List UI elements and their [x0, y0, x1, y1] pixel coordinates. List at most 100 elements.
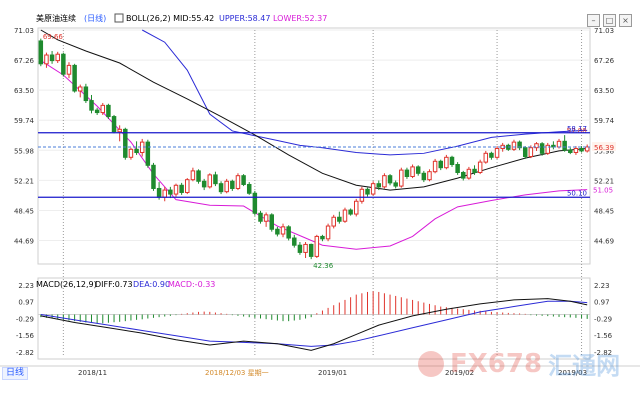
candle-body — [584, 146, 590, 152]
candle-body — [399, 169, 404, 187]
boll-mid-line — [40, 29, 588, 191]
candle-body — [415, 166, 421, 174]
candle-body — [213, 174, 218, 185]
candle — [230, 179, 235, 191]
candle-body — [235, 175, 241, 189]
legend-checkbox[interactable] — [114, 13, 124, 23]
candle-body — [573, 148, 579, 154]
candle — [342, 207, 348, 223]
candle — [263, 212, 269, 227]
candle — [252, 190, 258, 216]
candle-body — [252, 192, 258, 214]
candle — [286, 225, 291, 241]
candle-body — [117, 128, 122, 133]
candle-body — [128, 148, 134, 158]
price-annotation: 57.88 — [567, 127, 587, 135]
candle-body — [466, 168, 472, 179]
watermark-cn: 汇通网 — [548, 352, 621, 380]
candle — [331, 214, 336, 229]
macd-tick-label-left: -1.56 — [16, 332, 35, 340]
lower-band-end-label: 51.05 — [593, 187, 613, 195]
candle-body — [461, 171, 466, 179]
candle-body — [275, 228, 280, 235]
period-tab[interactable]: 日线 — [2, 367, 29, 380]
candle-body — [89, 100, 94, 111]
period-badge: (日线) — [84, 13, 106, 23]
reference-line-label: 58.17 — [567, 125, 587, 133]
candle — [151, 162, 156, 191]
candle-body — [168, 189, 173, 195]
price-tick-label-right: 52.21 — [594, 177, 614, 185]
candle — [427, 169, 432, 182]
candle — [472, 165, 477, 175]
candle-body — [539, 143, 545, 154]
boll-upper-line — [141, 29, 588, 156]
price-tick-label-right: 63.50 — [594, 87, 614, 95]
candle — [134, 141, 139, 155]
candle-body — [382, 175, 387, 188]
symbol-title: 美原油连续 — [36, 13, 76, 23]
candle-body — [201, 180, 207, 188]
candle — [89, 94, 94, 114]
price-panel-frame — [37, 27, 591, 265]
macd-tick-label-right: -2.82 — [594, 349, 612, 357]
candle-body — [44, 54, 49, 65]
last-price-tag — [592, 141, 616, 151]
candle-body — [472, 168, 477, 173]
macd-tick-label-right: -1.56 — [594, 332, 613, 340]
candle-body — [444, 156, 449, 169]
candle — [353, 198, 359, 217]
candle-body — [359, 188, 365, 202]
candle — [213, 171, 218, 187]
candle — [421, 170, 427, 183]
candle — [449, 155, 455, 167]
close-icon[interactable]: × — [619, 14, 632, 27]
macd-title: MACD(26,12,9) — [36, 280, 97, 289]
candle — [224, 178, 229, 194]
price-tick-label-left: 55.98 — [14, 147, 34, 155]
price-tick-label-left: 71.03 — [14, 27, 34, 35]
candle — [258, 210, 263, 224]
price-tick-label-right: 59.74 — [594, 117, 615, 125]
minimize-icon[interactable]: – — [587, 14, 600, 27]
candle-body — [106, 104, 111, 118]
candle-body — [449, 156, 455, 166]
candle — [359, 186, 365, 204]
candle-body — [196, 170, 201, 182]
grid-layer — [0, 27, 640, 367]
boll-lower-text: LOWER:52.37 — [273, 14, 327, 23]
candle — [196, 169, 201, 184]
candle — [269, 213, 275, 232]
candle — [511, 139, 517, 151]
macd-dea-text: DEA:0.90 — [133, 280, 170, 289]
candle — [584, 144, 590, 153]
candle-body — [207, 174, 213, 188]
candle-body — [123, 128, 128, 158]
candle — [522, 146, 528, 159]
candle-body — [370, 183, 376, 195]
candle-body — [66, 64, 72, 75]
candle — [72, 63, 77, 93]
candle — [38, 38, 44, 67]
maximize-icon[interactable]: □ — [603, 14, 616, 27]
candle-body — [297, 244, 303, 253]
candlestick-series: 69.66 57.88 42.36 — [38, 33, 590, 270]
candle — [348, 208, 353, 216]
candle-body — [489, 152, 494, 158]
candle — [399, 167, 404, 188]
candle — [579, 146, 584, 153]
candle — [173, 183, 179, 197]
candle-body — [173, 184, 179, 195]
candle — [387, 174, 393, 186]
candle — [297, 242, 303, 255]
candle — [100, 102, 106, 115]
candle-body — [545, 144, 551, 154]
date-label: 2019/03 — [558, 369, 587, 377]
candle-body — [286, 226, 291, 239]
candle — [235, 173, 241, 191]
candle-body — [100, 104, 106, 114]
candle-body — [410, 166, 415, 177]
candle — [337, 211, 342, 224]
candle-body — [61, 53, 66, 75]
